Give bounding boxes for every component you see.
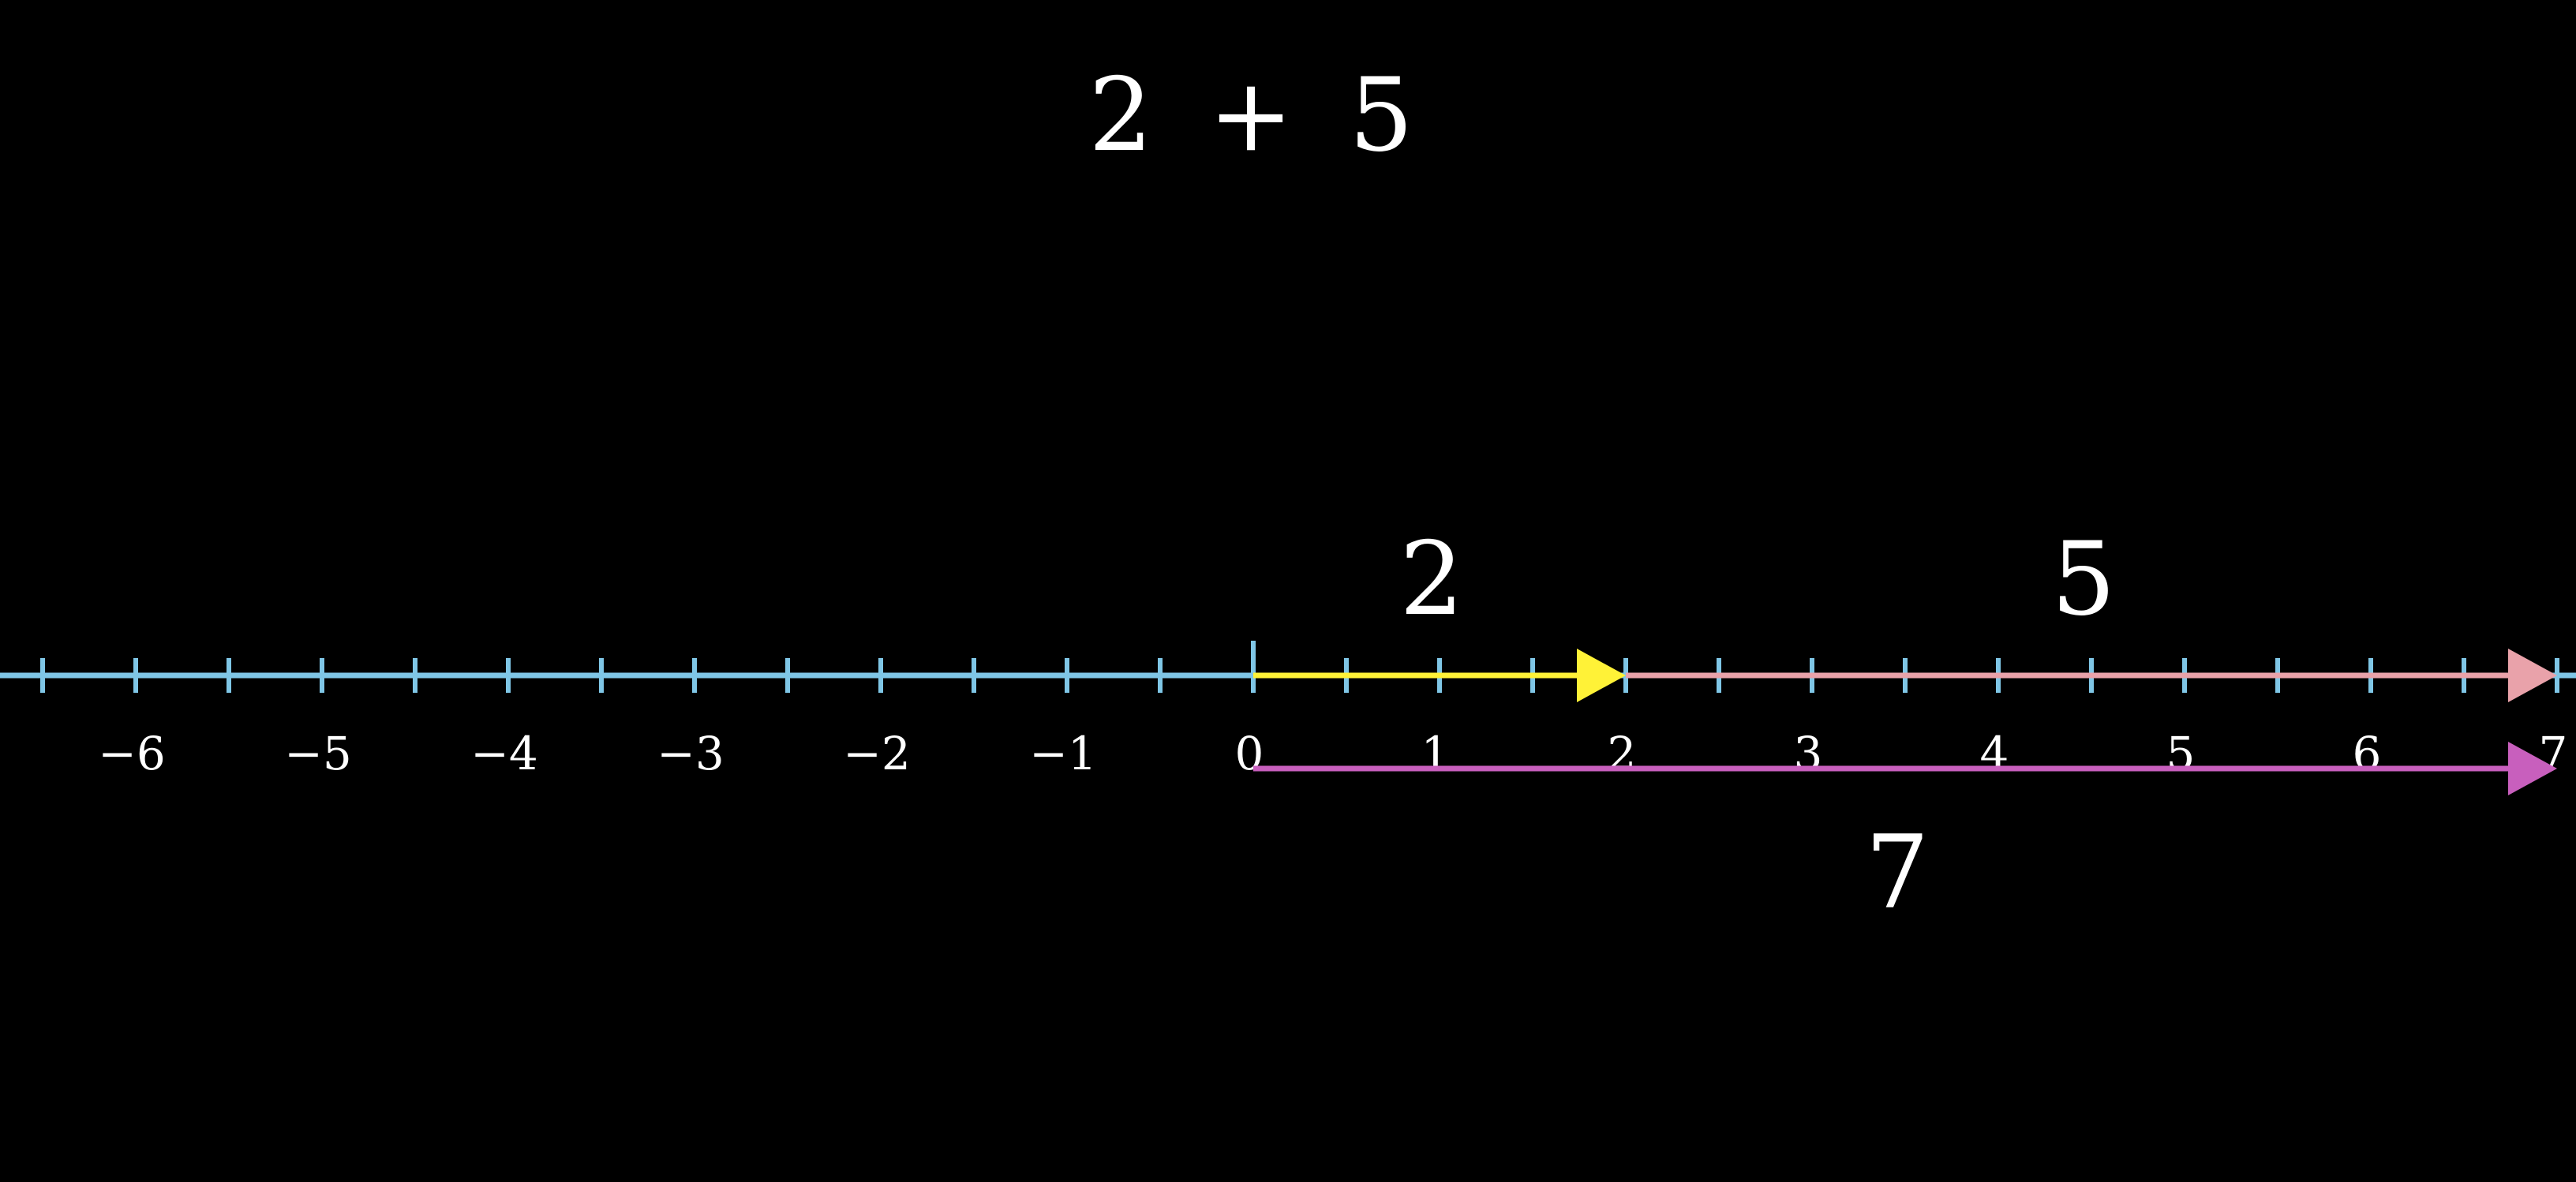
vector-sum: 7: [1253, 742, 2557, 932]
vector-first-label: 2: [1399, 521, 1463, 638]
tick-label: 6: [2353, 727, 2382, 780]
expression-operator: +: [1208, 57, 1293, 174]
expression-right: 5: [1349, 57, 1413, 174]
tick-label: 0: [1235, 727, 1264, 780]
vector-second-label: 5: [2051, 521, 2115, 638]
vector-sum-arrowhead: [2508, 742, 2557, 795]
tick-label: −1: [1029, 727, 1097, 780]
vector-first: 2: [1253, 521, 1626, 702]
vector-second: 5: [1626, 521, 2557, 702]
tick-label: 2: [1608, 727, 1637, 780]
addition-vectors: 2 5 7: [1253, 521, 2557, 932]
number-line-ticks: [40, 641, 2559, 693]
expression-left: 2: [1088, 57, 1152, 174]
vector-sum-label: 7: [1865, 814, 1929, 932]
tick-label: −4: [470, 727, 538, 780]
tick-label: −3: [657, 727, 724, 780]
vector-first-arrowhead: [1577, 649, 1626, 702]
tick-label: 1: [1421, 727, 1451, 780]
tick-label: 4: [1980, 727, 2009, 780]
tick-label: −5: [284, 727, 352, 780]
tick-label: 3: [1794, 727, 1823, 780]
expression-title: 2 + 5: [1088, 57, 1413, 174]
vector-second-arrowhead: [2508, 649, 2557, 702]
number-line-tick-labels: −6 −5 −4 −3 −2 −1 0 1 2 3 4 5 6 7: [98, 727, 2567, 780]
tick-label: −2: [843, 727, 911, 780]
tick-label: 5: [2166, 727, 2196, 780]
tick-label: −6: [98, 727, 166, 780]
